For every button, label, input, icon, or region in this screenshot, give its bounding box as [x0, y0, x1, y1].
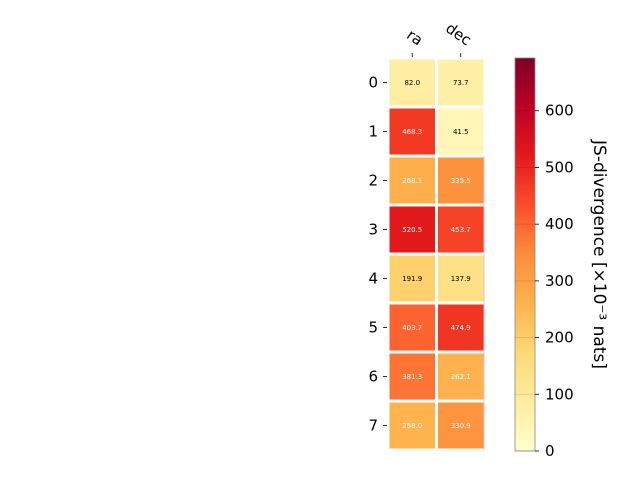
x-tick-label: dec — [442, 19, 474, 49]
heatmap-cell — [389, 108, 435, 155]
colorbar-ticks: 0 100 200 300 400 500 600 — [515, 102, 574, 460]
cell-value-label: 137.9 — [451, 275, 471, 283]
y-axis: 0 1 2 3 4 5 6 7 — [368, 74, 387, 435]
colorbar: 0 100 200 300 400 500 600 JS-divergence [×10⁻³… — [514, 57, 609, 460]
y-tick-label: 2 — [368, 172, 378, 190]
heatmap-cell — [438, 108, 484, 155]
heatmap-cell — [438, 157, 484, 204]
y-tick-label: 6 — [368, 368, 378, 386]
y-tick-label: 0 — [368, 74, 378, 92]
heatmap-cell — [438, 206, 484, 253]
cell-value-label: 335.5 — [451, 177, 471, 185]
x-axis: ra dec — [403, 19, 475, 57]
cell-value-label: 330.9 — [451, 422, 471, 430]
heatmap-cell — [389, 304, 435, 351]
heatmap-cell — [389, 353, 435, 400]
colorbar-tick-label: 400 — [545, 215, 574, 233]
heatmap-cell — [438, 402, 484, 449]
heatmap-cell — [389, 255, 435, 302]
colorbar-tick-label: 0 — [545, 442, 555, 460]
heatmap-cell — [389, 402, 435, 449]
y-tick-label: 5 — [368, 319, 378, 337]
cell-value-label: 262.1 — [451, 373, 471, 381]
heatmap-cell — [438, 59, 484, 106]
colorbar-label: JS-divergence [×10⁻³ nats] — [589, 139, 609, 369]
colorbar-tick-label: 200 — [545, 329, 574, 347]
heatmap-cell — [438, 304, 484, 351]
colorbar-tick-label: 100 — [545, 385, 574, 403]
heatmap-cell — [438, 353, 484, 400]
heatmap-cell — [389, 157, 435, 204]
cell-value-label: 82.0 — [404, 79, 420, 87]
y-tick-label: 3 — [368, 221, 378, 239]
colorbar-tick-label: 600 — [545, 102, 574, 120]
heatmap-cell — [389, 206, 435, 253]
cell-value-label: 258.0 — [402, 422, 422, 430]
cell-value-label: 191.9 — [402, 275, 422, 283]
y-tick-label: 1 — [368, 123, 378, 141]
cell-value-label: 73.7 — [453, 79, 469, 87]
heatmap-cell — [389, 59, 435, 106]
colorbar-tick-label: 300 — [545, 272, 574, 290]
cell-value-label: 474.9 — [451, 324, 471, 332]
cell-value-label: 453.7 — [451, 226, 471, 234]
cell-value-label: 403.7 — [402, 324, 422, 332]
heatmap-cells: 82.0 73.7 468.3 41.5 268.1 335.5 520.5 453.7 191… — [389, 59, 484, 449]
x-tick-label: ra — [403, 26, 426, 50]
colorbar-tick-label: 500 — [545, 158, 574, 176]
heatmap-cell — [438, 255, 484, 302]
cell-value-label: 381.3 — [402, 373, 422, 381]
cell-value-label: 268.1 — [402, 177, 422, 185]
cell-value-label: 41.5 — [453, 128, 469, 136]
y-tick-label: 4 — [368, 270, 378, 288]
y-tick-label: 7 — [368, 417, 378, 435]
cell-value-label: 468.3 — [402, 128, 422, 136]
colorbar-gradient — [514, 57, 536, 452]
cell-value-label: 520.5 — [402, 226, 422, 234]
